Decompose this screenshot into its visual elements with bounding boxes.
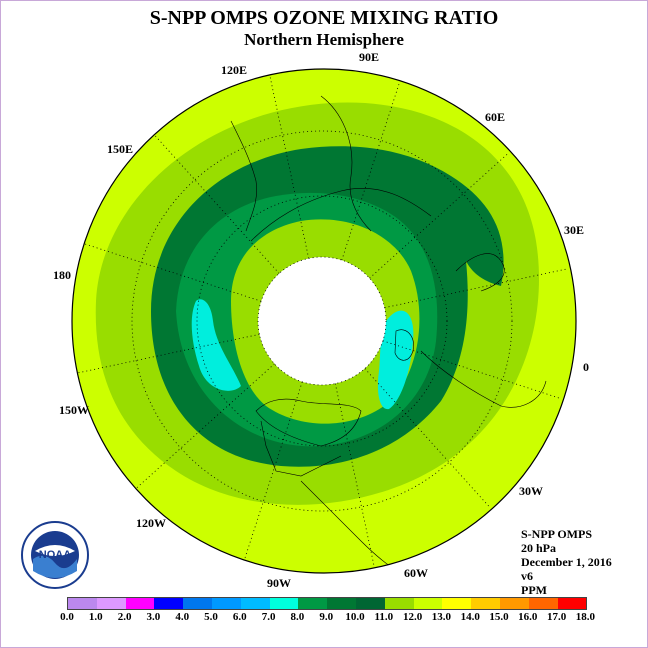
colorbar-swatch [240, 598, 270, 609]
colorbar-swatch [499, 598, 529, 609]
latitude-circle-0 [131, 130, 513, 512]
lon-label-60W: 60W [404, 566, 428, 580]
coastlines [230, 95, 547, 573]
graticule [131, 130, 513, 512]
colorbar-tick-label: 9.0 [319, 611, 334, 623]
colorbar-tick-label: 3.0 [146, 611, 161, 623]
asia-outline [320, 95, 372, 232]
noaa-emblem-icon: NOAA [21, 521, 89, 589]
lon-label-90E: 90E [359, 50, 379, 64]
lon-label-180: 180 [53, 268, 71, 282]
info-instrument: S-NPP OMPS [521, 527, 592, 541]
colorbar-swatch [413, 598, 443, 609]
colorbar-tick-label: 13.0 [431, 611, 452, 623]
latitude-circle-30 [196, 195, 448, 447]
noaa-logo: NOAA [21, 521, 89, 594]
colorbar-tick-label: 6.0 [232, 611, 247, 623]
globe-border [71, 68, 577, 574]
colorbar-swatch [269, 598, 299, 609]
zone-8-west [191, 299, 241, 391]
colorbar-swatch [557, 598, 587, 609]
meridian-line [341, 81, 401, 261]
page-subtitle: Northern Hemisphere [244, 30, 404, 49]
page-title: S-NPP OMPS OZONE MIXING RATIO [149, 7, 499, 29]
meridian-line [382, 340, 562, 400]
meridian-line [153, 133, 280, 274]
colorbar-swatch [528, 598, 558, 609]
colorbar-tick-label: 14.0 [460, 611, 480, 623]
meridian-line [369, 152, 510, 279]
colorbar-swatch [125, 598, 155, 609]
lon-label-30W: 30W [519, 484, 543, 498]
lon-label-150E: 150E [107, 142, 133, 156]
us-coastline [260, 420, 342, 477]
colorbar [67, 597, 588, 610]
colorbar-tick-label: 8.0 [290, 611, 305, 623]
polar-night [258, 257, 386, 385]
meridian-line [334, 383, 375, 568]
colorbar-swatch [355, 598, 385, 609]
lon-label-30E: 30E [564, 223, 584, 237]
colorbar-swatch [183, 598, 212, 609]
meridian-line [134, 363, 275, 490]
info-units: PPM [521, 583, 547, 597]
lon-label-60E: 60E [485, 110, 505, 124]
meridians [75, 74, 569, 568]
colorbar-swatch [211, 598, 241, 609]
east-asia-coast [230, 120, 257, 232]
colorbar-swatch [154, 598, 184, 609]
colorbar-tick-label: 18.0 [575, 611, 596, 623]
meridian-line [243, 381, 303, 561]
meridian-line [269, 74, 310, 259]
scandinavia-coast [455, 253, 505, 292]
siberia-coast [250, 188, 432, 242]
latitude-circle-60 [257, 256, 387, 386]
colorbar-swatch [68, 598, 97, 609]
lon-label-150W: 150W [59, 403, 89, 417]
colorbar-tick-label: 7.0 [261, 611, 276, 623]
colorbar-tick-label: 15.0 [489, 611, 509, 623]
colorbar-tick-label: 0.0 [60, 611, 74, 623]
info-level: 20 hPa [521, 541, 557, 555]
colorbar-tick-label: 1.0 [88, 611, 103, 623]
colorbar-tick-label: 16.0 [518, 611, 538, 623]
colorbar-tick-label: 4.0 [175, 611, 190, 623]
meridian-line [384, 268, 569, 309]
lon-label-0: 0 [583, 360, 589, 374]
colorbar-swatch [327, 598, 356, 609]
info-version: v6 [521, 569, 533, 583]
greenland-coast [394, 329, 414, 361]
colorbar-tick-label: 5.0 [204, 611, 218, 623]
ozone-field [72, 69, 576, 573]
colorbar-tick-label: 17.0 [546, 611, 567, 623]
info-date: December 1, 2016 [521, 555, 612, 569]
zone-8-east [377, 310, 414, 410]
lon-label-120E: 120E [221, 63, 247, 77]
colorbar-tick-label: 12.0 [402, 611, 423, 623]
colorbar-swatch [442, 598, 472, 609]
meridian-line [82, 242, 262, 302]
lon-label-120W: 120W [136, 516, 166, 530]
meridian-line [75, 333, 260, 374]
europe-coast [420, 350, 547, 408]
north-america-outline [255, 398, 362, 447]
colorbar-tick-label: 11.0 [374, 611, 394, 623]
colorbar-tick-label: 2.0 [117, 611, 132, 623]
colorbar-swatch [298, 598, 328, 609]
meridian-line [364, 368, 491, 509]
colorbar-swatch [96, 598, 126, 609]
colorbar-swatch [384, 598, 414, 609]
longitude-labels: 90E 60E 30E 0 30W 60W 90W 120W 150W 180 … [53, 50, 589, 590]
lon-label-90W: 90W [267, 576, 291, 590]
noaa-logo-text: NOAA [39, 549, 71, 561]
colorbar-swatch [471, 598, 500, 609]
colorbar-tick-label: 10.0 [345, 611, 365, 623]
